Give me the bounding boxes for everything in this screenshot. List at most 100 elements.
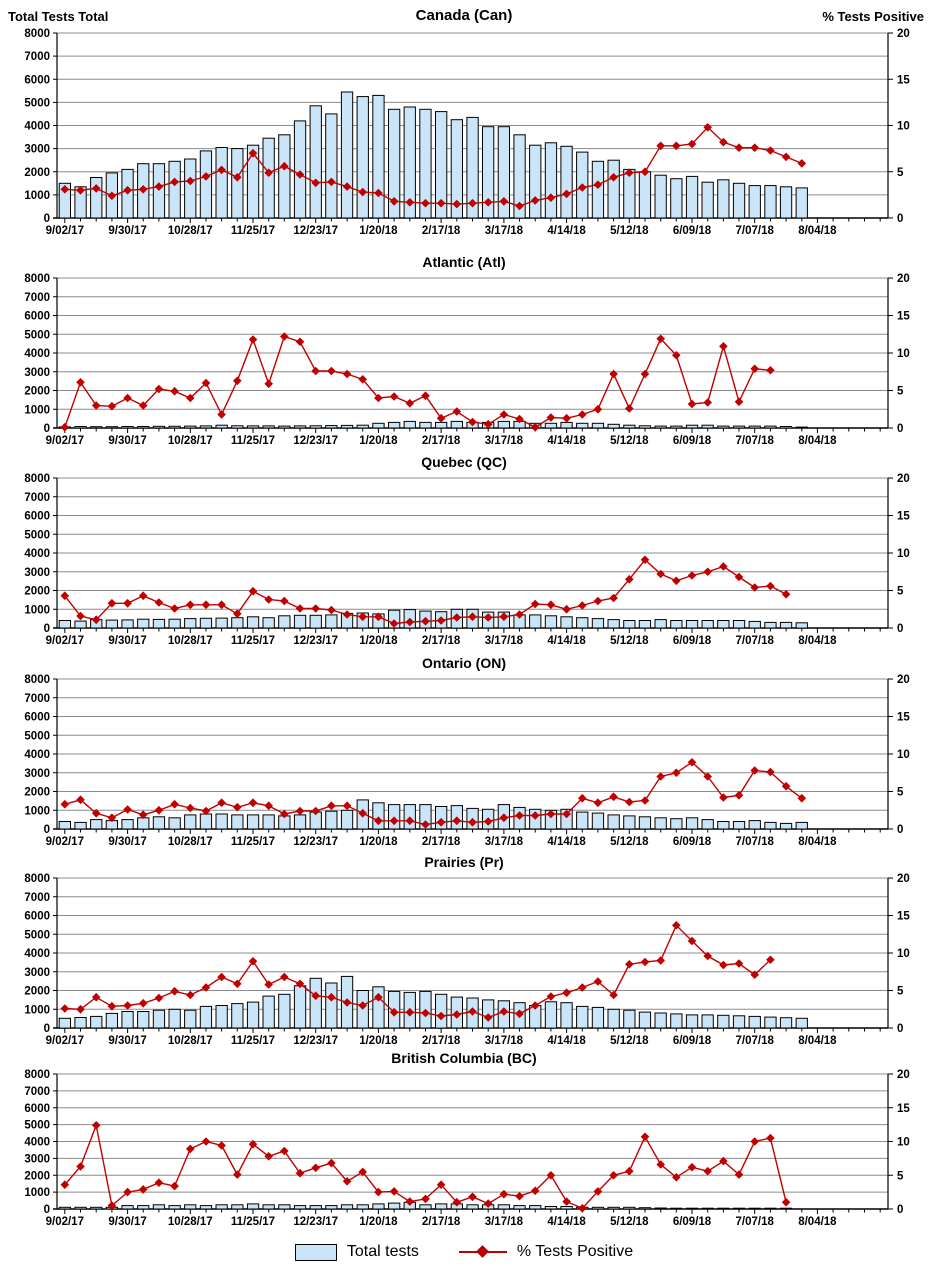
svg-text:2/17/18: 2/17/18	[422, 635, 461, 647]
svg-text:12/23/17: 12/23/17	[293, 1035, 338, 1047]
svg-text:6000: 6000	[24, 74, 50, 86]
chart-british-columbia: British Columbia (BC) 8000 7000 6000 5000 40…	[0, 1048, 928, 1233]
svg-text:7/07/18: 7/07/18	[736, 1035, 775, 1047]
chart-canada: Canada (Can) 8000 7000 6000 5000 4000 3000 200…	[0, 7, 928, 242]
svg-text:10: 10	[897, 348, 910, 360]
svg-text:4/14/18: 4/14/18	[547, 225, 586, 237]
svg-text:4000: 4000	[24, 948, 50, 960]
svg-text:15: 15	[897, 911, 910, 923]
chart-title-quebec: Quebec (QC)	[421, 454, 507, 470]
svg-text:7000: 7000	[24, 292, 50, 304]
svg-text:10: 10	[897, 948, 910, 960]
svg-text:4000: 4000	[24, 121, 50, 133]
svg-text:5/12/18: 5/12/18	[610, 225, 649, 237]
svg-text:6/09/18: 6/09/18	[673, 1035, 712, 1047]
svg-text:6000: 6000	[24, 511, 50, 523]
svg-text:5000: 5000	[24, 529, 50, 541]
svg-text:4/14/18: 4/14/18	[547, 635, 586, 647]
svg-text:5/12/18: 5/12/18	[610, 635, 649, 647]
svg-text:10/28/17: 10/28/17	[168, 635, 213, 647]
svg-text:6000: 6000	[24, 712, 50, 724]
svg-text:6/09/18: 6/09/18	[673, 225, 712, 237]
total-tests-swatch-icon	[294, 1243, 337, 1261]
svg-text:8000: 8000	[24, 1069, 50, 1081]
svg-text:1/20/18: 1/20/18	[359, 435, 398, 447]
svg-text:15: 15	[897, 712, 910, 724]
svg-text:11/25/17: 11/25/17	[231, 836, 275, 848]
svg-text:3/17/18: 3/17/18	[485, 435, 524, 447]
chart-title-ontario: Ontario (ON)	[422, 655, 506, 671]
svg-text:2000: 2000	[24, 787, 50, 799]
svg-text:8000: 8000	[24, 473, 50, 485]
right-axis-title: % Tests Positive	[822, 9, 924, 24]
svg-text:10/28/17: 10/28/17	[168, 435, 213, 447]
chart-atlantic: Atlantic (Atl) 8000 7000 6000 5000 4000 3000 2…	[0, 252, 928, 452]
svg-text:1000: 1000	[24, 1187, 50, 1199]
svg-text:9/02/17: 9/02/17	[46, 435, 84, 447]
svg-text:4/14/18: 4/14/18	[547, 1035, 586, 1047]
svg-text:10/28/17: 10/28/17	[168, 225, 213, 237]
svg-text:20: 20	[897, 1069, 910, 1081]
svg-text:8/04/18: 8/04/18	[798, 836, 837, 848]
svg-text:4/14/18: 4/14/18	[547, 435, 586, 447]
svg-text:6000: 6000	[24, 311, 50, 323]
svg-text:6/09/18: 6/09/18	[673, 635, 712, 647]
svg-text:5/12/18: 5/12/18	[610, 1035, 649, 1047]
svg-text:9/02/17: 9/02/17	[46, 225, 84, 237]
svg-text:9/30/17: 9/30/17	[108, 1035, 146, 1047]
svg-text:4000: 4000	[24, 548, 50, 560]
svg-text:0: 0	[44, 423, 50, 435]
chart-title-canada: Canada (Can)	[415, 7, 513, 24]
svg-text:0: 0	[897, 1023, 903, 1035]
svg-text:8000: 8000	[24, 273, 50, 285]
svg-text:4000: 4000	[24, 348, 50, 360]
svg-text:5000: 5000	[24, 1120, 50, 1132]
svg-text:7/07/18: 7/07/18	[736, 1216, 775, 1228]
svg-text:11/25/17: 11/25/17	[231, 1035, 275, 1047]
svg-text:3000: 3000	[24, 967, 50, 979]
svg-text:8/04/18: 8/04/18	[798, 1035, 837, 1047]
svg-text:3000: 3000	[24, 768, 50, 780]
svg-text:6000: 6000	[24, 1103, 50, 1115]
svg-text:2000: 2000	[24, 386, 50, 398]
chart-canvas-ontario: 8000 7000 6000 5000 4000 3000 2000 1000 0 20 15 10 5…	[24, 674, 910, 848]
svg-text:3/17/18: 3/17/18	[485, 1216, 524, 1228]
svg-text:3000: 3000	[24, 1153, 50, 1165]
svg-text:4/14/18: 4/14/18	[547, 836, 586, 848]
svg-text:9/02/17: 9/02/17	[46, 635, 84, 647]
svg-text:0: 0	[44, 213, 50, 225]
svg-text:4/14/18: 4/14/18	[547, 1216, 586, 1228]
svg-text:0: 0	[897, 423, 903, 435]
svg-text:5: 5	[897, 167, 904, 179]
svg-text:7000: 7000	[24, 892, 50, 904]
svg-text:1000: 1000	[24, 404, 50, 416]
chart-ontario: Ontario (ON) 8000 7000 6000 5000 4000 3000 200…	[0, 653, 928, 853]
svg-text:2/17/18: 2/17/18	[422, 225, 461, 237]
svg-text:11/25/17: 11/25/17	[231, 225, 275, 237]
svg-text:5: 5	[897, 787, 904, 799]
svg-text:10/28/17: 10/28/17	[168, 836, 213, 848]
svg-text:9/02/17: 9/02/17	[46, 1035, 84, 1047]
svg-text:0: 0	[897, 1204, 903, 1216]
svg-text:1000: 1000	[24, 805, 50, 817]
svg-text:10/28/17: 10/28/17	[168, 1216, 213, 1228]
svg-text:1000: 1000	[24, 190, 50, 202]
svg-text:10: 10	[897, 1137, 910, 1149]
svg-text:8/04/18: 8/04/18	[798, 1216, 837, 1228]
svg-text:6/09/18: 6/09/18	[673, 435, 712, 447]
svg-text:20: 20	[897, 273, 910, 285]
svg-text:5/12/18: 5/12/18	[610, 836, 649, 848]
svg-text:3000: 3000	[24, 144, 50, 156]
svg-text:15: 15	[897, 1103, 910, 1115]
svg-text:2/17/18: 2/17/18	[422, 836, 461, 848]
svg-text:8000: 8000	[24, 674, 50, 686]
chart-quebec: Quebec (QC) 8000 7000 6000 5000 4000 3000 2000…	[0, 452, 928, 652]
svg-text:15: 15	[897, 74, 910, 86]
svg-text:12/23/17: 12/23/17	[293, 1216, 338, 1228]
svg-text:7/07/18: 7/07/18	[736, 635, 775, 647]
svg-text:8000: 8000	[24, 28, 50, 40]
svg-text:1/20/18: 1/20/18	[359, 1035, 398, 1047]
svg-text:2000: 2000	[24, 1170, 50, 1182]
svg-text:5000: 5000	[24, 329, 50, 341]
svg-text:7000: 7000	[24, 492, 50, 504]
